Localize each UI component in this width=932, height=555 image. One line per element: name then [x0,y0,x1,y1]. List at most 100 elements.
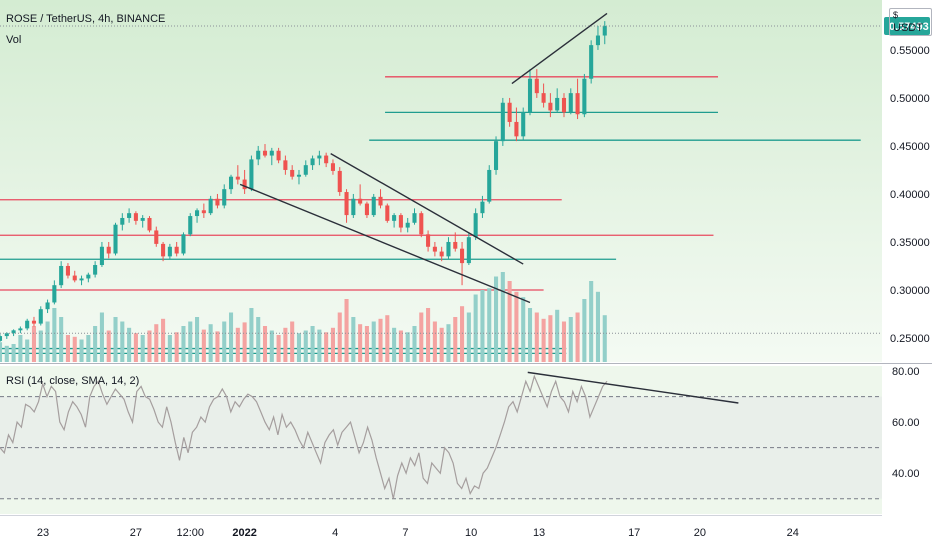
volume-bar [466,312,471,362]
candle-body [72,275,77,281]
volume-bar [18,335,23,362]
volume-bar [521,297,526,362]
candle-body [59,265,64,286]
candle-body [31,320,37,324]
candle-body [507,102,512,122]
candle-body [106,246,111,254]
candle-body [133,213,138,221]
volume-bar [147,330,152,362]
candle-body [269,150,274,156]
candle-body [93,265,98,275]
candle-body [568,93,573,113]
candle-body [595,35,600,46]
rsi-legend[interactable]: RSI (14, close, SMA, 14, 2) [6,375,140,387]
price-tick-label: 0.40000 [890,189,930,201]
candle-body [18,328,23,331]
volume-bar [195,317,200,362]
candle-body [195,210,200,217]
candle-body [398,215,403,228]
volume-bar [4,345,9,362]
candle-body [4,333,9,337]
symbol-title[interactable]: ROSE / TetherUS, 4h, BINANCE [6,13,166,25]
candle-body [527,78,533,113]
candle-body [466,237,471,264]
rsi-line [0,374,608,499]
candle-body [140,217,145,221]
volume-bar [174,332,179,362]
volume-bar [555,309,560,362]
price-tick-label: 0.55000 [890,45,930,57]
volume-bar [283,327,288,362]
volume-legend[interactable]: Vol [6,34,22,46]
candle-body [324,155,329,164]
volume-bar [127,327,132,362]
candle-body [86,274,91,279]
candle-body [161,243,166,257]
candle-body [235,176,240,180]
candle-body [310,158,315,166]
volume-bar [426,308,431,362]
trend-lines [239,12,608,304]
volume-bar [439,327,444,362]
candle-body [432,246,437,252]
candle-body [167,246,172,257]
currency-unit-label: USDT [893,22,923,34]
volume-bar [480,290,485,362]
rsi-tick-label: 80.00 [892,366,920,378]
price-tick-label: 0.35000 [890,237,930,249]
rsi-tick-label: 40.00 [892,468,920,480]
volume-bar [99,312,104,362]
volume-bar [296,333,302,362]
candle-body [364,203,369,216]
volume-bar [242,322,247,362]
volume-bar [337,312,342,362]
volume-bar [120,321,125,362]
candle-body [65,265,70,276]
volume-bar [412,326,417,362]
volume-bar [405,332,410,362]
rsi-bands [0,396,882,500]
candle-body [453,241,458,249]
currency-unit-button[interactable]: $ USDT [889,8,932,36]
price-tick-label: 0.25000 [890,333,930,345]
volume-bar [385,315,390,362]
rsi-trend-line [527,371,739,404]
volume-bar [317,329,322,362]
volume-bar [262,326,268,362]
trend-line-0 [239,183,531,304]
price-pane-background [0,0,882,362]
candle-body [256,150,261,160]
rsi-pane-background [0,366,882,514]
candle-body [11,330,16,334]
volume-bar [86,335,91,362]
volume-bar [269,330,274,362]
candle-body [405,222,410,228]
volume-bar [140,335,145,362]
volume-bar [351,317,356,362]
time-tick-label: 13 [533,527,545,539]
candle-body [330,163,335,171]
volume-bar [161,318,166,362]
candle-body [460,248,465,264]
volume-bar [303,330,308,362]
volume-bar [72,336,77,362]
volume-bar [527,308,533,362]
candle-body [215,198,220,206]
candle-body [480,201,485,214]
candle-body [290,169,295,177]
candle-body [147,217,152,231]
rsi-tick-label: 60.00 [892,417,920,429]
candle-body [242,179,247,190]
candle-body [79,278,84,281]
candle-body [561,97,567,113]
candle-body [473,213,478,238]
candle-body [439,251,444,257]
candle-body [208,198,213,214]
volume-bar [188,321,193,362]
time-tick-label: 12:00 [176,527,204,539]
candle-body [555,97,560,111]
candle-body [521,112,526,137]
candle-body [426,234,431,247]
volume-bar [106,330,111,362]
